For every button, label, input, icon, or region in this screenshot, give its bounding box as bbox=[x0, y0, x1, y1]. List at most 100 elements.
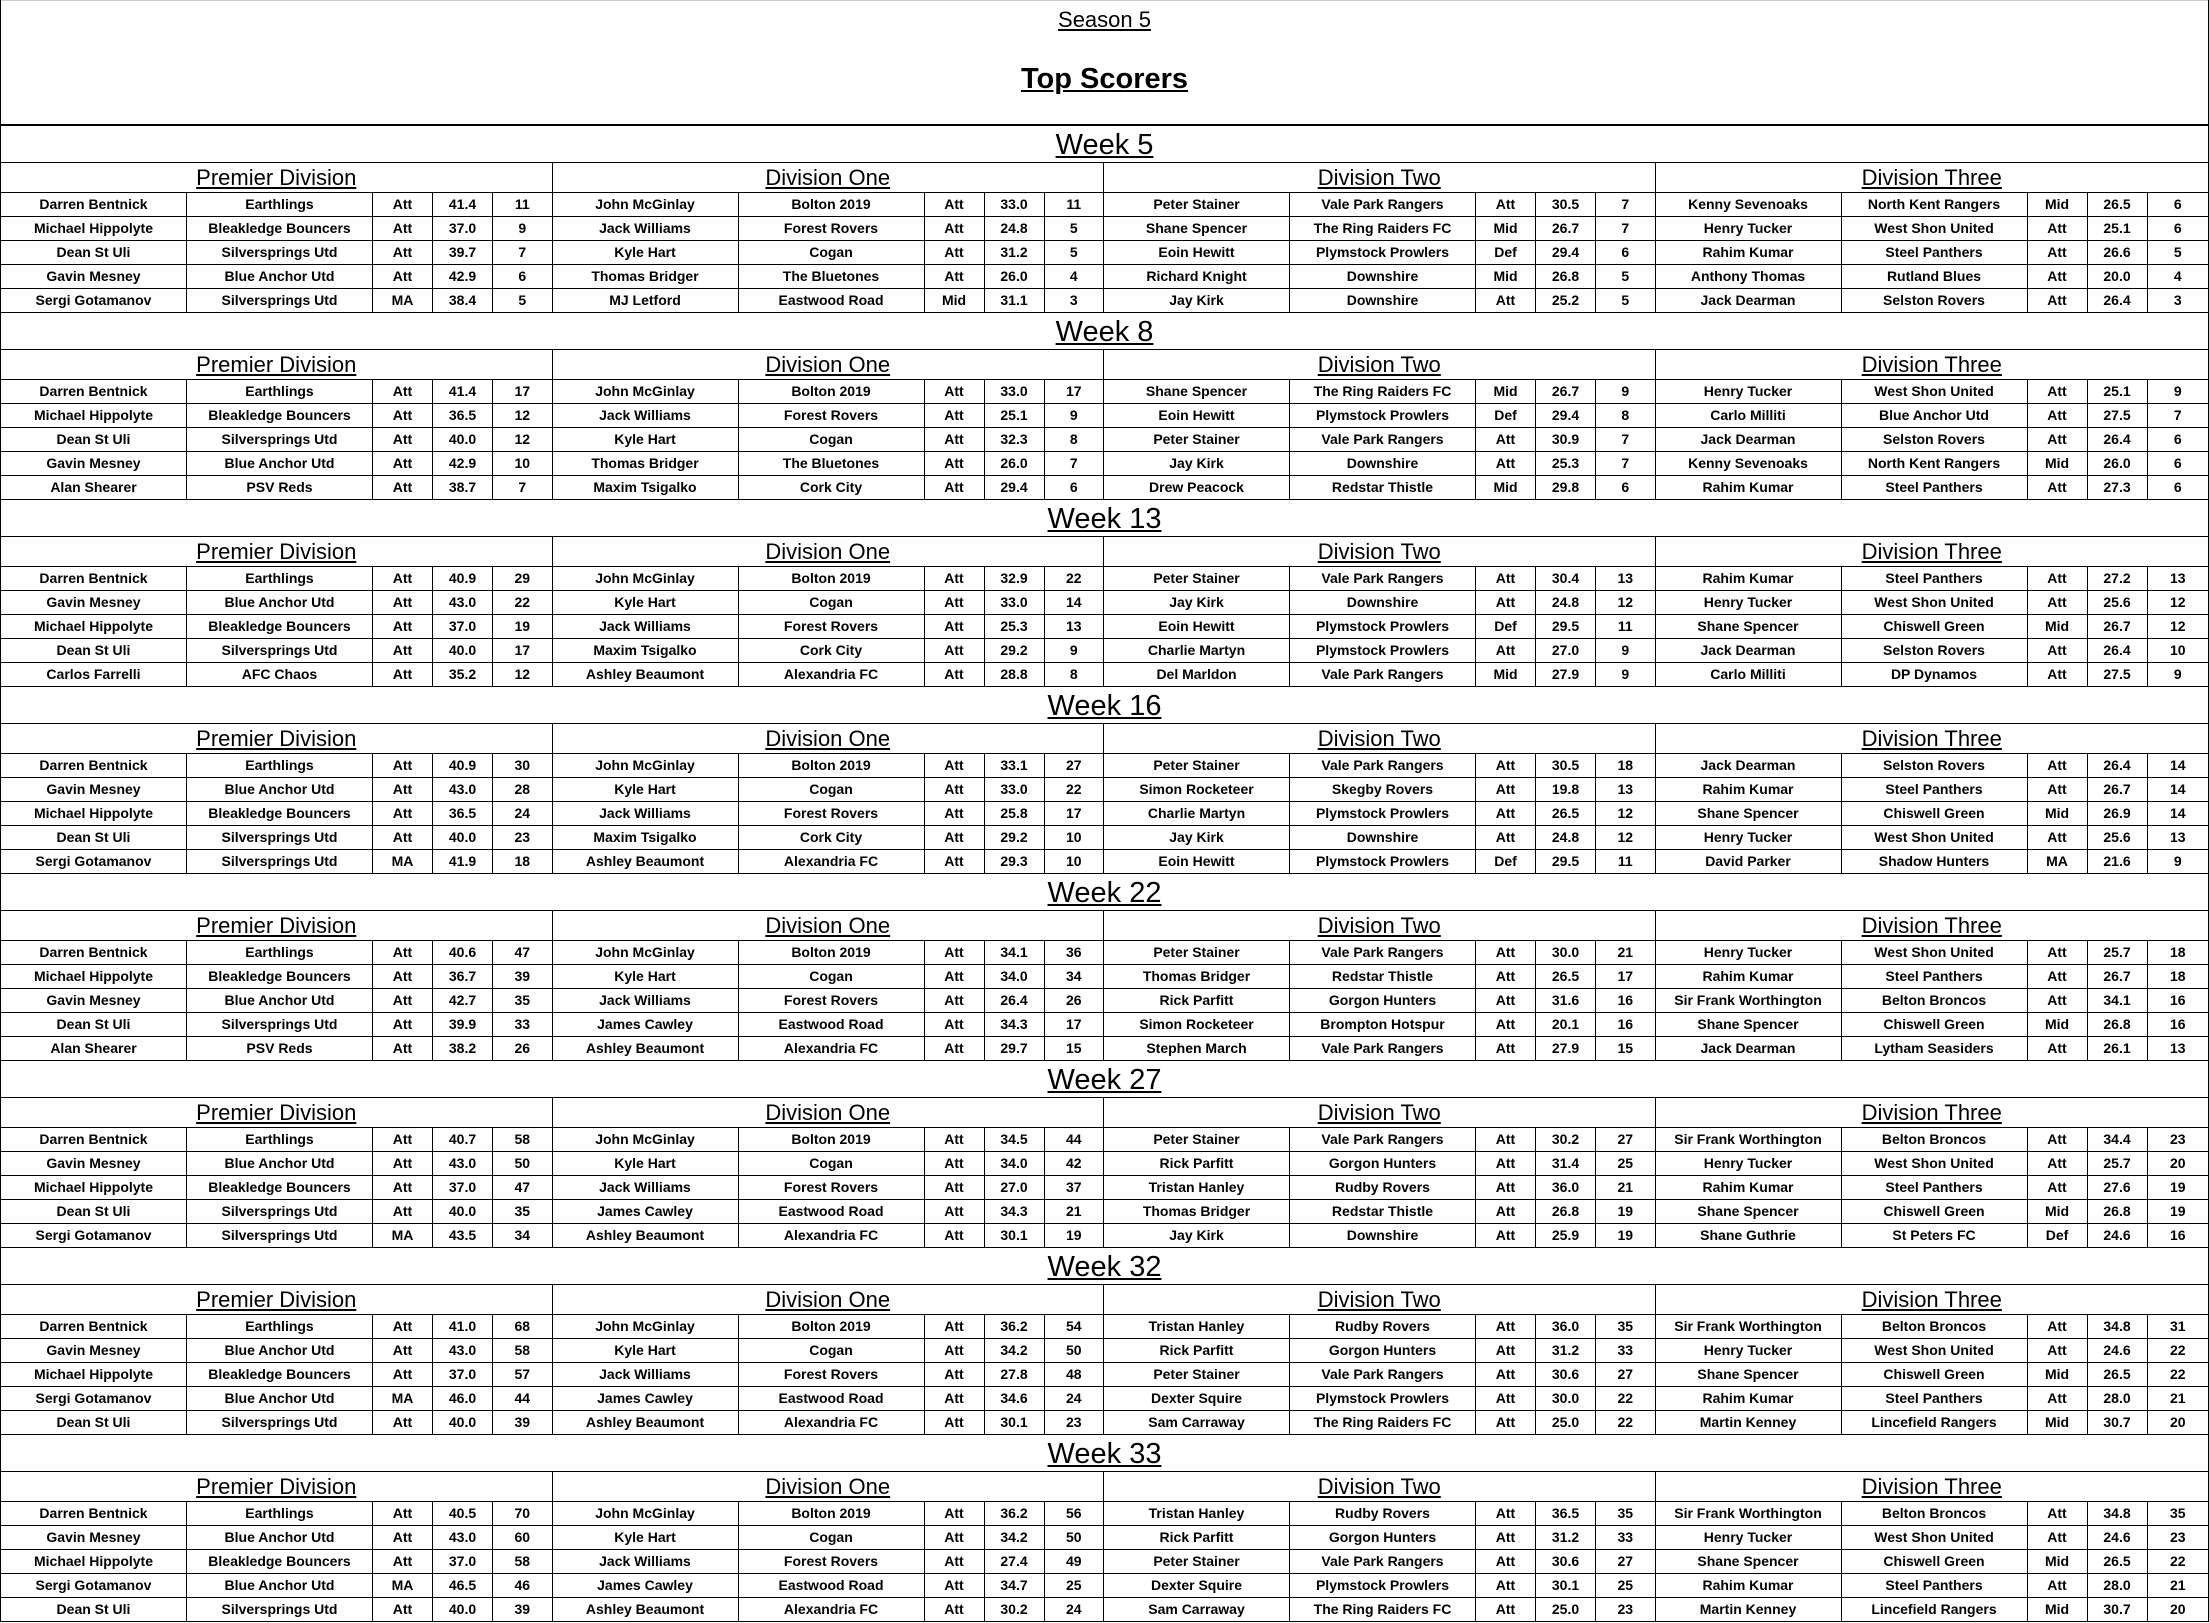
goals-cell: 8 bbox=[1621, 407, 1630, 423]
goals-cell: 56 bbox=[1065, 1505, 1082, 1521]
goals-cell: 31 bbox=[2169, 1318, 2186, 1334]
table-row: Shane Spencer Chiswell Green Mid 26.9 14 bbox=[1655, 802, 2208, 826]
player-name-cell: Darren Bentnick bbox=[1, 193, 187, 216]
goals-cell: 17 bbox=[1065, 1016, 1082, 1032]
player-name-cell: Michael Hippolyte bbox=[1, 802, 187, 825]
position-cell: Att bbox=[2028, 289, 2088, 312]
table-row: James Cawley Eastwood Road Att 34.6 24 bbox=[552, 1387, 1103, 1411]
table-row: Stephen March Vale Park Rangers Att 27.9 15 bbox=[1104, 1037, 1655, 1061]
position-cell: Att bbox=[1476, 965, 1536, 988]
table-row: Michael Hippolyte Bleakledge Bouncers Att 3… bbox=[1, 615, 552, 639]
division-header: Premier Division bbox=[1, 1472, 552, 1502]
player-name-cell: Charlie Martyn bbox=[1104, 802, 1290, 825]
table-row: Dexter Squire Plymstock Prowlers Att 30.0 22 bbox=[1104, 1387, 1655, 1411]
rating-cell: 30.5 bbox=[1536, 193, 1596, 216]
rating-cell: 30.6 bbox=[1536, 1363, 1596, 1386]
player-name-cell: Jack Dearman bbox=[1656, 754, 1842, 777]
player-name-cell: MJ Letford bbox=[553, 289, 739, 312]
position-cell: Att bbox=[2028, 1339, 2088, 1362]
player-name-cell: Jack Dearman bbox=[1656, 1037, 1842, 1060]
division-header: Division Two bbox=[1104, 724, 1655, 754]
goals-cell: 47 bbox=[514, 944, 531, 960]
table-row: Peter Stainer Vale Park Rangers Att 30.6 27 bbox=[1104, 1550, 1655, 1574]
division-name: Premier Division bbox=[196, 165, 357, 190]
table-row: Shane Spencer The Ring Raiders FC Mid 26.7 9 bbox=[1104, 380, 1655, 404]
team-name-cell: Forest Rovers bbox=[739, 1363, 925, 1386]
rating-cell: 34.4 bbox=[2088, 1128, 2148, 1151]
team-name-cell: Silversprings Utd bbox=[187, 289, 373, 312]
goals-cell: 60 bbox=[514, 1529, 531, 1545]
player-name-cell: Jack Williams bbox=[553, 1176, 739, 1199]
rating-cell: 43.0 bbox=[433, 591, 493, 614]
rating-cell: 33.0 bbox=[985, 591, 1045, 614]
player-name-cell: Jay Kirk bbox=[1104, 1224, 1290, 1247]
team-name-cell: Eastwood Road bbox=[739, 1387, 925, 1410]
table-row: Sergi Gotamanov Silversprings Utd MA 43.5 34 bbox=[1, 1224, 552, 1248]
player-name-cell: John McGinlay bbox=[553, 941, 739, 964]
player-name-cell: Simon Rocketeer bbox=[1104, 1013, 1290, 1036]
division-header: Division Two bbox=[1104, 1098, 1655, 1128]
position-cell: Att bbox=[373, 1339, 433, 1362]
goals-cell: 44 bbox=[514, 1390, 531, 1406]
division-header: Division One bbox=[552, 1098, 1103, 1128]
team-name-cell: West Shon United bbox=[1842, 591, 2028, 614]
goals-cell: 36 bbox=[1065, 944, 1082, 960]
table-row: Sergi Gotamanov Silversprings Utd MA 41.9 18 bbox=[1, 850, 552, 874]
player-name-cell: Dexter Squire bbox=[1104, 1574, 1290, 1597]
goals-cell: 54 bbox=[1065, 1318, 1082, 1334]
division-header: Division One bbox=[552, 1472, 1103, 1502]
rating-cell: 40.0 bbox=[433, 826, 493, 849]
rating-cell: 26.5 bbox=[2088, 1550, 2148, 1573]
table-row: Rahim Kumar Steel Panthers Att 28.0 21 bbox=[1655, 1387, 2208, 1411]
position-cell: Att bbox=[373, 265, 433, 288]
division-header: Division Three bbox=[1655, 1285, 2208, 1315]
rating-cell: 30.4 bbox=[1536, 567, 1596, 590]
position-cell: Att bbox=[2028, 591, 2088, 614]
position-cell: Att bbox=[373, 591, 433, 614]
goals-cell: 6 bbox=[2173, 196, 2182, 212]
position-cell: Att bbox=[925, 476, 985, 499]
goals-cell: 22 bbox=[514, 594, 531, 610]
goals-cell: 25 bbox=[1617, 1155, 1634, 1171]
player-name-cell: Tristan Hanley bbox=[1104, 1502, 1290, 1525]
player-name-cell: Carlo Milliti bbox=[1656, 404, 1842, 427]
rating-cell: 34.8 bbox=[2088, 1315, 2148, 1338]
goals-cell: 23 bbox=[1065, 1414, 1082, 1430]
player-name-cell: Jack Williams bbox=[553, 989, 739, 1012]
player-name-cell: Shane Guthrie bbox=[1656, 1224, 1842, 1247]
player-name-cell: Sir Frank Worthington bbox=[1656, 989, 1842, 1012]
goals-cell: 9 bbox=[1621, 383, 1630, 399]
goals-cell: 5 bbox=[518, 292, 527, 308]
table-row: Richard Knight Downshire Mid 26.8 5 bbox=[1104, 265, 1655, 289]
team-name-cell: Earthlings bbox=[187, 1502, 373, 1525]
goals-cell: 19 bbox=[2169, 1179, 2186, 1195]
division-table: Premier Division Darren Bentnick Earthling… bbox=[1, 1098, 553, 1248]
position-cell: Att bbox=[1476, 289, 1536, 312]
goals-cell: 17 bbox=[1065, 383, 1082, 399]
team-name-cell: Vale Park Rangers bbox=[1290, 567, 1476, 590]
team-name-cell: Blue Anchor Utd bbox=[187, 1152, 373, 1175]
goals-cell: 23 bbox=[1617, 1601, 1634, 1617]
player-name-cell: Ashley Beaumont bbox=[553, 1224, 739, 1247]
divisions-row: Premier Division Darren Bentnick Earthling… bbox=[1, 724, 2208, 874]
position-cell: Att bbox=[925, 1224, 985, 1247]
table-row: Maxim Tsigalko Cork City Att 29.4 6 bbox=[552, 476, 1103, 500]
goals-cell: 14 bbox=[2169, 757, 2186, 773]
team-name-cell: Bleakledge Bouncers bbox=[187, 615, 373, 638]
goals-cell: 27 bbox=[1065, 757, 1082, 773]
team-name-cell: Bleakledge Bouncers bbox=[187, 1176, 373, 1199]
rating-cell: 25.1 bbox=[2088, 380, 2148, 403]
position-cell: Att bbox=[2028, 265, 2088, 288]
position-cell: Att bbox=[373, 1550, 433, 1573]
player-name-cell: Rick Parfitt bbox=[1104, 989, 1290, 1012]
division-header: Division Three bbox=[1655, 1098, 2208, 1128]
position-cell: Att bbox=[1476, 1598, 1536, 1621]
table-row: Michael Hippolyte Bleakledge Bouncers Att 3… bbox=[1, 1363, 552, 1387]
table-row: Sir Frank Worthington Belton Broncos Att 34… bbox=[1655, 1128, 2208, 1152]
team-name-cell: Cogan bbox=[739, 778, 925, 801]
division-header: Division Two bbox=[1104, 163, 1655, 193]
goals-cell: 22 bbox=[2169, 1342, 2186, 1358]
table-row: Henry Tucker West Shon United Att 25.6 13 bbox=[1655, 826, 2208, 850]
week-title-text: Week 22 bbox=[1047, 877, 1162, 909]
player-name-cell: Darren Bentnick bbox=[1, 380, 187, 403]
